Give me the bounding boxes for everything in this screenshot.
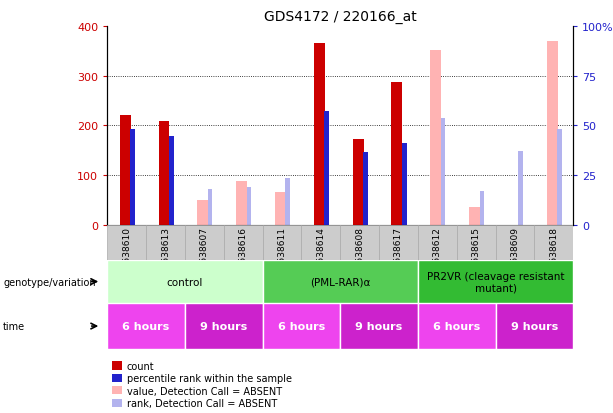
Text: GSM538609: GSM538609	[511, 227, 519, 282]
Title: GDS4172 / 220166_at: GDS4172 / 220166_at	[264, 10, 417, 24]
Bar	[286, 179, 290, 225]
Text: GSM538607: GSM538607	[200, 227, 209, 282]
Bar	[236, 181, 247, 225]
Text: 9 hours: 9 hours	[511, 321, 558, 331]
Bar	[457, 225, 495, 260]
Bar	[363, 152, 368, 225]
Text: genotype/variation: genotype/variation	[3, 277, 96, 287]
Bar	[324, 112, 329, 225]
Bar	[314, 44, 325, 225]
Text: GSM538610: GSM538610	[122, 227, 131, 282]
Text: (PML-RAR)α: (PML-RAR)α	[310, 277, 370, 287]
Bar	[107, 304, 185, 349]
Legend: count, percentile rank within the sample, value, Detection Call = ABSENT, rank, : count, percentile rank within the sample…	[112, 361, 292, 408]
Text: GSM538615: GSM538615	[471, 227, 481, 282]
Text: GSM538613: GSM538613	[161, 227, 170, 282]
Bar	[418, 304, 495, 349]
Bar	[519, 152, 523, 225]
Text: 9 hours: 9 hours	[200, 321, 248, 331]
Bar	[418, 225, 457, 260]
Text: time: time	[3, 321, 25, 331]
Bar	[495, 304, 573, 349]
Bar	[107, 225, 146, 260]
Bar	[197, 200, 208, 225]
Bar	[120, 116, 131, 225]
Bar	[418, 260, 573, 304]
Text: control: control	[167, 277, 203, 287]
Text: GSM538608: GSM538608	[355, 227, 364, 282]
Bar	[547, 42, 558, 225]
Bar	[495, 225, 535, 260]
Bar	[302, 225, 340, 260]
Bar	[352, 140, 364, 225]
Text: GSM538612: GSM538612	[433, 227, 442, 282]
Bar	[402, 143, 406, 225]
Text: GSM538618: GSM538618	[549, 227, 558, 282]
Text: 9 hours: 9 hours	[356, 321, 403, 331]
Bar	[208, 190, 213, 225]
Bar	[430, 51, 441, 225]
Text: PR2VR (cleavage resistant
mutant): PR2VR (cleavage resistant mutant)	[427, 271, 564, 293]
Bar	[262, 225, 302, 260]
Bar	[169, 137, 173, 225]
Bar	[340, 225, 379, 260]
Bar	[185, 225, 224, 260]
Bar	[469, 208, 480, 225]
Bar	[392, 82, 402, 225]
Text: GSM538617: GSM538617	[394, 227, 403, 282]
Bar	[130, 130, 135, 225]
Bar	[262, 260, 418, 304]
Text: GSM538614: GSM538614	[316, 227, 326, 282]
Bar	[246, 188, 251, 225]
Bar	[479, 191, 484, 225]
Bar	[146, 225, 185, 260]
Bar	[379, 225, 418, 260]
Text: GSM538611: GSM538611	[278, 227, 286, 282]
Bar	[340, 304, 418, 349]
Text: GSM538616: GSM538616	[238, 227, 248, 282]
Text: 6 hours: 6 hours	[433, 321, 481, 331]
Bar	[535, 225, 573, 260]
Text: 6 hours: 6 hours	[123, 321, 170, 331]
Bar	[185, 304, 262, 349]
Bar	[224, 225, 262, 260]
Bar	[107, 260, 262, 304]
Bar	[557, 130, 562, 225]
Text: 6 hours: 6 hours	[278, 321, 325, 331]
Bar	[262, 304, 340, 349]
Bar	[275, 193, 286, 225]
Bar	[159, 122, 169, 225]
Bar	[441, 119, 446, 225]
